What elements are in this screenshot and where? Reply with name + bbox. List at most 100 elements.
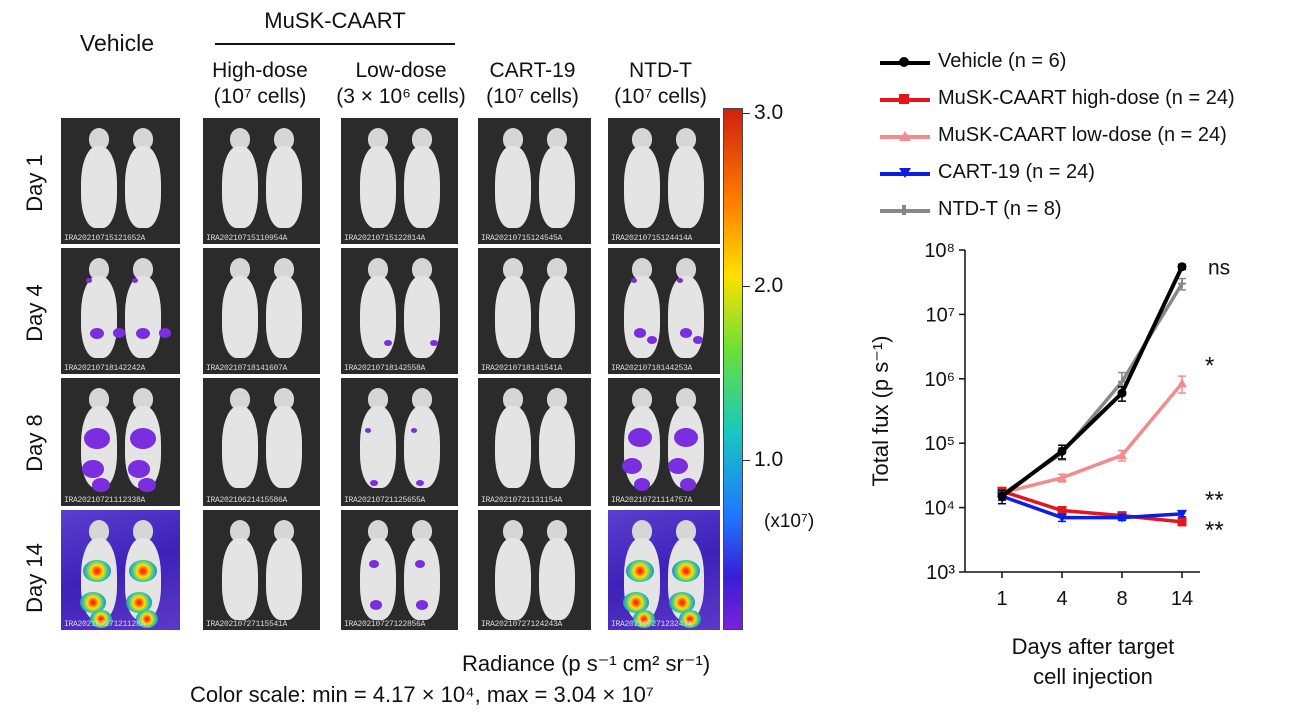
data-point	[1118, 377, 1126, 386]
image-id: IRA20210718141541A	[481, 364, 563, 373]
mouse-silhouette	[264, 520, 304, 630]
legend-marker	[899, 131, 911, 141]
mouse-image: IRA20210727123243A	[608, 510, 720, 630]
mouse-silhouette	[358, 388, 398, 498]
mouse-silhouette	[79, 520, 119, 630]
series-line	[1001, 489, 1183, 524]
image-id: IRA20210621415586A	[206, 496, 288, 505]
column-label-line1: Low-dose	[355, 59, 447, 82]
row-label-day-4: Day 4	[22, 284, 47, 342]
mouse-silhouette	[79, 258, 125, 368]
mouse-silhouette	[493, 520, 533, 630]
colorbar-tick	[742, 113, 750, 114]
mouse-image: IRA20210721114757A	[608, 378, 720, 506]
image-id: IRA20210715124414A	[611, 234, 693, 243]
mouse-image: IRA20210621415586A	[203, 378, 320, 506]
series-line	[1001, 494, 1183, 520]
data-point	[1057, 506, 1067, 516]
significance-label: **	[1205, 487, 1224, 514]
mouse-image: IRA20210718144253A	[608, 248, 720, 374]
mouse-silhouette	[220, 388, 260, 498]
mouse-silhouette	[493, 128, 533, 238]
mouse-silhouette	[622, 128, 662, 238]
vehicle-column-label: Vehicle	[79, 30, 155, 56]
column-label-high-dose: High-dose (10⁷ cells)	[200, 58, 320, 110]
y-tick-label: 10⁷	[926, 304, 955, 326]
significance-label: ns	[1208, 257, 1230, 280]
mouse-silhouette	[79, 388, 119, 498]
x-axis-label: cell injection	[1033, 664, 1153, 689]
mouse-image: IRA20210715110954A	[203, 118, 320, 244]
data-point	[1177, 378, 1187, 388]
image-id: IRA20210715121652A	[64, 234, 146, 243]
mouse-silhouette	[402, 258, 442, 368]
mouse-silhouette	[358, 520, 398, 630]
y-axis-label: Total fux (p s⁻¹)	[868, 336, 893, 487]
mouse-silhouette	[622, 258, 662, 368]
image-id: IRA20210727123243A	[611, 620, 693, 629]
image-id: IRA20210727121128A	[64, 620, 146, 629]
mouse-image: IRA20210727122856A	[341, 510, 458, 630]
mouse-image: IRA20210721112338A	[61, 378, 180, 506]
image-id: IRA20210721125655A	[344, 496, 426, 505]
image-id: IRA20210715122814A	[344, 234, 426, 243]
colorbar-tick	[742, 460, 750, 461]
legend-label: CART-19 (n = 24)	[938, 161, 1095, 183]
mouse-silhouette	[666, 128, 706, 238]
image-id: IRA20210718141607A	[206, 364, 288, 373]
data-point	[1057, 513, 1067, 523]
color-scale-label: Color scale: min = 4.17 × 10⁴, max = 3.0…	[190, 682, 654, 707]
mouse-silhouette	[537, 388, 577, 498]
musk-caart-underline	[215, 43, 455, 45]
row-label-day-8: Day 8	[22, 414, 47, 472]
column-label-line2: (10⁷ cells)	[213, 85, 307, 108]
colorbar-tick-label: 3.0	[754, 101, 784, 124]
mouse-silhouette	[537, 520, 577, 630]
image-id: IRA20210727115541A	[206, 620, 288, 629]
x-tick-label: 4	[1056, 588, 1067, 610]
row-label-day-1: Day 1	[22, 154, 47, 212]
mouse-image: IRA20210727115541A	[203, 510, 320, 630]
image-id: IRA20210715124545A	[481, 234, 563, 243]
y-tick-label: 10⁸	[924, 240, 955, 262]
data-point	[1117, 450, 1127, 460]
data-point	[1057, 472, 1067, 482]
mouse-silhouette	[537, 258, 577, 368]
mouse-silhouette	[402, 388, 442, 498]
data-point	[1117, 513, 1127, 523]
mouse-silhouette	[358, 258, 398, 368]
mouse-silhouette	[220, 520, 260, 630]
data-point	[1117, 388, 1127, 398]
image-id: IRA20210721114757A	[611, 496, 693, 505]
radiance-label: Radiance (p s⁻¹ cm² sr⁻¹)	[462, 651, 711, 676]
series-line	[1000, 265, 1184, 498]
data-point	[997, 491, 1007, 501]
row-label-day-14: Day 14	[22, 543, 47, 613]
mouse-silhouette	[220, 258, 260, 368]
column-label-line2: (10⁷ cells)	[486, 85, 579, 108]
legend-label: NTD-T (n = 8)	[938, 198, 1062, 220]
colorbar-unit: (x10⁷)	[764, 511, 815, 532]
mouse-image: IRA20210721125655A	[341, 378, 458, 506]
mouse-image: IRA20210718142242A	[61, 248, 180, 374]
colorbar-tick-label: 1.0	[754, 448, 784, 471]
mouse-silhouette	[123, 128, 163, 238]
mouse-image: IRA20210721131154A	[478, 378, 591, 506]
data-point	[1177, 517, 1187, 527]
mouse-image: IRA20210715124545A	[478, 118, 591, 244]
mouse-silhouette	[79, 128, 119, 238]
column-label-line2: (10⁷ cells)	[614, 85, 707, 108]
legend-label: Vehicle (n = 6)	[938, 50, 1067, 72]
data-point	[1178, 279, 1186, 288]
legend-label: MuSK-CAART low-dose (n = 24)	[938, 124, 1227, 146]
mouse-silhouette	[493, 258, 533, 368]
legend-marker	[899, 57, 909, 67]
image-id: IRA20210718144253A	[611, 364, 693, 373]
data-point	[1177, 262, 1187, 272]
column-label-ntd-t: NTD-T (10⁷ cells)	[603, 58, 718, 110]
image-id: IRA20210718142558A	[344, 364, 426, 373]
image-id: IRA20210727122856A	[344, 620, 426, 629]
mouse-silhouette	[666, 520, 706, 630]
y-tick-label: 10⁵	[924, 433, 955, 455]
